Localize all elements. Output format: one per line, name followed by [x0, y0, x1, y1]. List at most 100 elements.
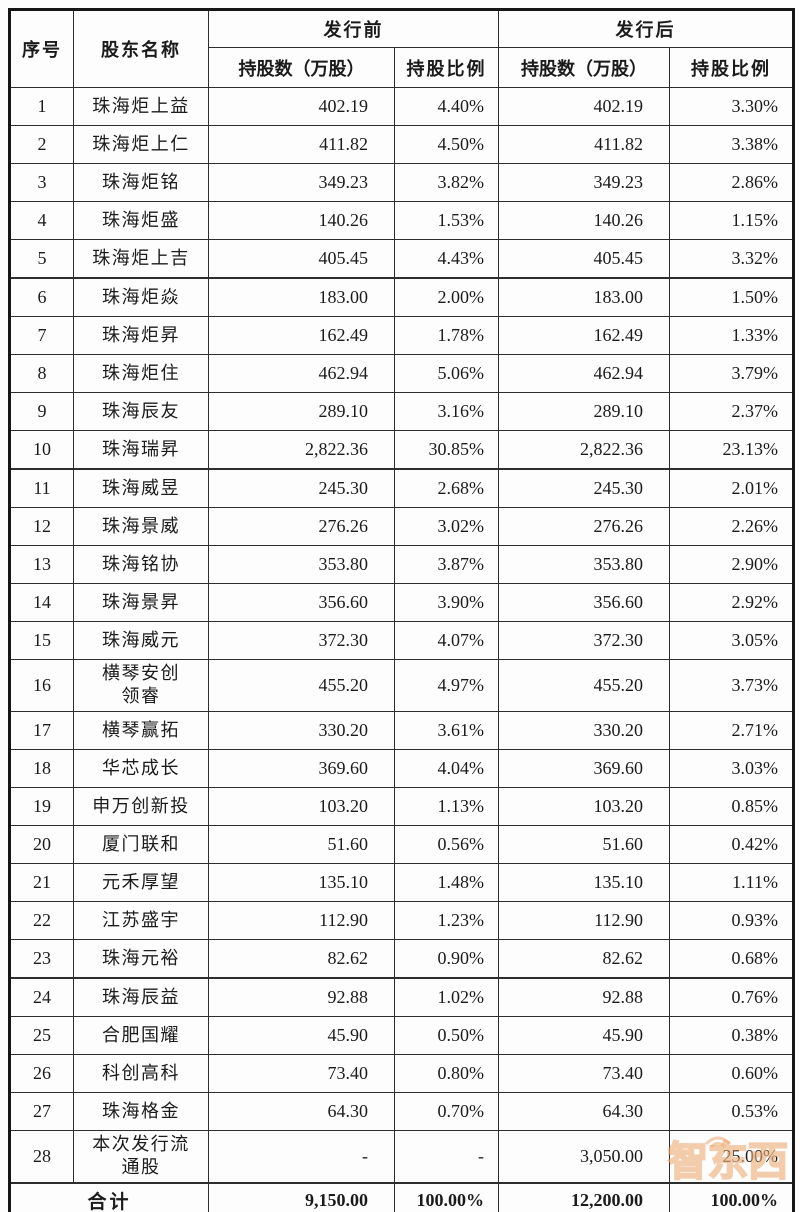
cell-seq: 25	[9, 1015, 74, 1055]
cell-pre-ratio: 0.80%	[394, 1053, 499, 1093]
cell-pre-ratio: 4.04%	[394, 748, 499, 788]
cell-post-shares: 245.30	[498, 468, 670, 508]
cell-pre-shares: 73.40	[208, 1053, 395, 1093]
cell-post-ratio: 3.32%	[669, 239, 794, 279]
table-row: 19 申万创新投 103.20 1.13% 103.20 0.85%	[9, 786, 794, 826]
cell-pre-shares: 64.30	[208, 1091, 395, 1131]
cell-post-shares: 64.30	[498, 1091, 670, 1131]
table-row: 24 珠海辰益 92.88 1.02% 92.88 0.76%	[9, 976, 794, 1017]
cell-post-ratio: 2.71%	[669, 710, 794, 750]
header-pre-ratio: 持股比例	[394, 47, 499, 88]
cell-pre-shares: 92.88	[208, 976, 395, 1017]
cell-seq: 10	[9, 430, 74, 470]
cell-post-shares: 462.94	[498, 354, 670, 393]
cell-seq: 12	[9, 507, 74, 546]
cell-post-ratio: 1.50%	[669, 277, 794, 317]
cell-shareholder: 珠海炬铭	[73, 163, 209, 202]
table-row: 4 珠海炬盛 140.26 1.53% 140.26 1.15%	[9, 201, 794, 240]
cell-pre-ratio: 30.85%	[394, 430, 499, 470]
table-row: 13 珠海铭协 353.80 3.87% 353.80 2.90%	[9, 545, 794, 584]
cell-post-shares: 183.00	[498, 277, 670, 317]
cell-pre-shares: 245.30	[208, 468, 395, 508]
cell-post-shares: 330.20	[498, 710, 670, 750]
cell-shareholder: 元禾厚望	[73, 862, 209, 902]
cell-pre-shares: 82.62	[208, 938, 395, 979]
cell-shareholder: 横琴赢拓	[73, 710, 209, 750]
cell-shareholder: 珠海炬上仁	[73, 125, 209, 164]
cell-post-ratio: 0.53%	[669, 1091, 794, 1131]
cell-pre-shares: 356.60	[208, 583, 395, 622]
cell-post-shares: 45.90	[498, 1015, 670, 1055]
cell-pre-ratio: 3.02%	[394, 507, 499, 546]
cell-post-ratio: 2.01%	[669, 468, 794, 508]
cell-pre-ratio: -	[394, 1129, 499, 1184]
cell-pre-ratio: 0.90%	[394, 938, 499, 979]
cell-post-shares: 411.82	[498, 125, 670, 164]
table-row: 5 珠海炬上吉 405.45 4.43% 405.45 3.32%	[9, 239, 794, 279]
table-row: 11 珠海威昱 245.30 2.68% 245.30 2.01%	[9, 468, 794, 508]
cell-post-shares: 92.88	[498, 976, 670, 1017]
cell-pre-shares: 462.94	[208, 354, 395, 393]
header-post-ratio: 持股比例	[669, 47, 794, 88]
cell-seq: 13	[9, 545, 74, 584]
cell-seq: 27	[9, 1091, 74, 1131]
cell-post-shares: 353.80	[498, 545, 670, 584]
header-seq: 序号	[9, 9, 74, 88]
cell-seq: 15	[9, 621, 74, 660]
cell-pre-ratio: 4.50%	[394, 125, 499, 164]
cell-shareholder: 珠海景威	[73, 507, 209, 546]
cell-post-shares: 140.26	[498, 201, 670, 240]
cell-pre-shares: 455.20	[208, 659, 395, 712]
cell-post-ratio: 3.05%	[669, 621, 794, 660]
cell-post-shares: 372.30	[498, 621, 670, 660]
table-row: 22 江苏盛宇 112.90 1.23% 112.90 0.93%	[9, 900, 794, 940]
cell-seq: 2	[9, 125, 74, 164]
cell-shareholder: 珠海瑞昇	[73, 430, 209, 470]
cell-pre-shares: -	[208, 1129, 395, 1184]
cell-shareholder: 珠海炬住	[73, 354, 209, 393]
table-row: 18 华芯成长 369.60 4.04% 369.60 3.03%	[9, 748, 794, 788]
total-post-shares: 12,200.00	[498, 1181, 670, 1212]
cell-pre-shares: 51.60	[208, 824, 395, 864]
table-body: 1 珠海炬上益 402.19 4.40% 402.19 3.30% 2 珠海炬上仁 411.82…	[9, 87, 794, 1184]
cell-pre-shares: 353.80	[208, 545, 395, 584]
cell-post-ratio: 0.60%	[669, 1053, 794, 1093]
cell-post-ratio: 2.26%	[669, 507, 794, 546]
cell-shareholder: 珠海格金	[73, 1091, 209, 1131]
table-header: 序号 股东名称 发行前 发行后 持股数（万股） 持股比例 持股数（万股） 持股比…	[9, 9, 794, 88]
cell-post-shares: 2,822.36	[498, 430, 670, 470]
header-pre-shares: 持股数（万股）	[208, 47, 395, 88]
cell-post-shares: 356.60	[498, 583, 670, 622]
cell-post-ratio: 1.15%	[669, 201, 794, 240]
cell-pre-ratio: 3.90%	[394, 583, 499, 622]
cell-post-ratio: 2.86%	[669, 163, 794, 202]
cell-seq: 7	[9, 316, 74, 355]
cell-pre-ratio: 4.07%	[394, 621, 499, 660]
cell-seq: 16	[9, 659, 74, 712]
cell-seq: 24	[9, 976, 74, 1017]
table-row: 15 珠海威元 372.30 4.07% 372.30 3.05%	[9, 621, 794, 660]
cell-post-shares: 3,050.00	[498, 1129, 670, 1184]
cell-pre-ratio: 3.87%	[394, 545, 499, 584]
cell-pre-shares: 349.23	[208, 163, 395, 202]
cell-pre-ratio: 4.97%	[394, 659, 499, 712]
cell-post-ratio: 23.13%	[669, 430, 794, 470]
header-post-shares: 持股数（万股）	[498, 47, 670, 88]
table-row: 17 横琴赢拓 330.20 3.61% 330.20 2.71%	[9, 710, 794, 750]
cell-seq: 5	[9, 239, 74, 279]
cell-pre-shares: 276.26	[208, 507, 395, 546]
cell-seq: 19	[9, 786, 74, 826]
cell-pre-ratio: 0.56%	[394, 824, 499, 864]
total-pre-ratio: 100.00%	[394, 1181, 499, 1212]
cell-pre-ratio: 3.16%	[394, 392, 499, 431]
cell-pre-shares: 372.30	[208, 621, 395, 660]
cell-pre-ratio: 2.68%	[394, 468, 499, 508]
cell-pre-shares: 140.26	[208, 201, 395, 240]
header-group-pre-issue: 发行前	[208, 9, 499, 48]
cell-seq: 4	[9, 201, 74, 240]
table-row: 7 珠海炬昇 162.49 1.78% 162.49 1.33%	[9, 316, 794, 355]
cell-seq: 6	[9, 277, 74, 317]
cell-seq: 18	[9, 748, 74, 788]
cell-shareholder: 珠海炬焱	[73, 277, 209, 317]
cell-pre-ratio: 0.70%	[394, 1091, 499, 1131]
